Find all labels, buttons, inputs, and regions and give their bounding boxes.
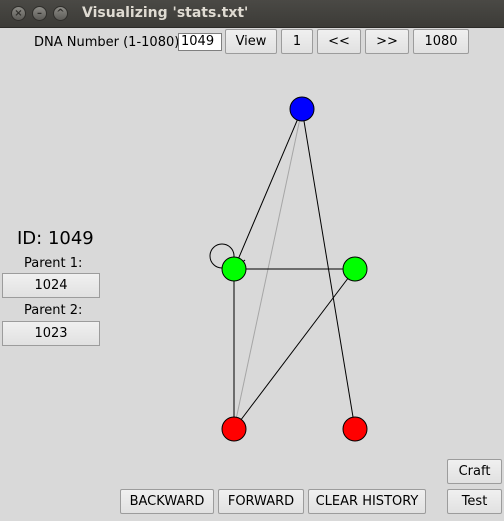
clear-history-button[interactable]: CLEAR HISTORY [308, 489, 426, 514]
first-button[interactable]: 1 [281, 29, 313, 54]
parent2-label: Parent 2: [24, 303, 83, 318]
maximize-icon[interactable]: ^ [53, 6, 68, 21]
dna-id-heading: ID: 1049 [17, 228, 94, 249]
last-button[interactable]: 1080 [413, 29, 469, 54]
red-node-left[interactable] [221, 416, 247, 442]
backward-button[interactable]: BACKWARD [120, 489, 214, 514]
craft-button[interactable]: Craft [447, 459, 502, 484]
dna-number-label: DNA Number (1-1080): [34, 35, 184, 50]
parent1-label: Parent 1: [24, 256, 83, 271]
previous-button[interactable]: << [317, 29, 361, 54]
edge-green-right-red-left [233, 268, 356, 430]
window-title: Visualizing 'stats.txt' [82, 5, 249, 21]
edge-blue-green-left [233, 108, 303, 270]
view-button[interactable]: View [225, 29, 277, 54]
close-icon[interactable]: × [11, 6, 26, 21]
parent1-value[interactable]: 1024 [2, 273, 100, 298]
next-button[interactable]: >> [365, 29, 409, 54]
title-bar: × – ^ Visualizing 'stats.txt' [0, 0, 504, 28]
parent2-value[interactable]: 1023 [2, 321, 100, 346]
minimize-icon[interactable]: – [32, 6, 47, 21]
green-node-right[interactable] [342, 256, 368, 282]
green-node-left[interactable] [221, 256, 247, 282]
red-node-right[interactable] [342, 416, 368, 442]
blue-node[interactable] [289, 96, 315, 122]
test-button[interactable]: Test [447, 489, 502, 514]
forward-button[interactable]: FORWARD [218, 489, 304, 514]
dna-number-input[interactable]: 1049 [178, 33, 222, 51]
